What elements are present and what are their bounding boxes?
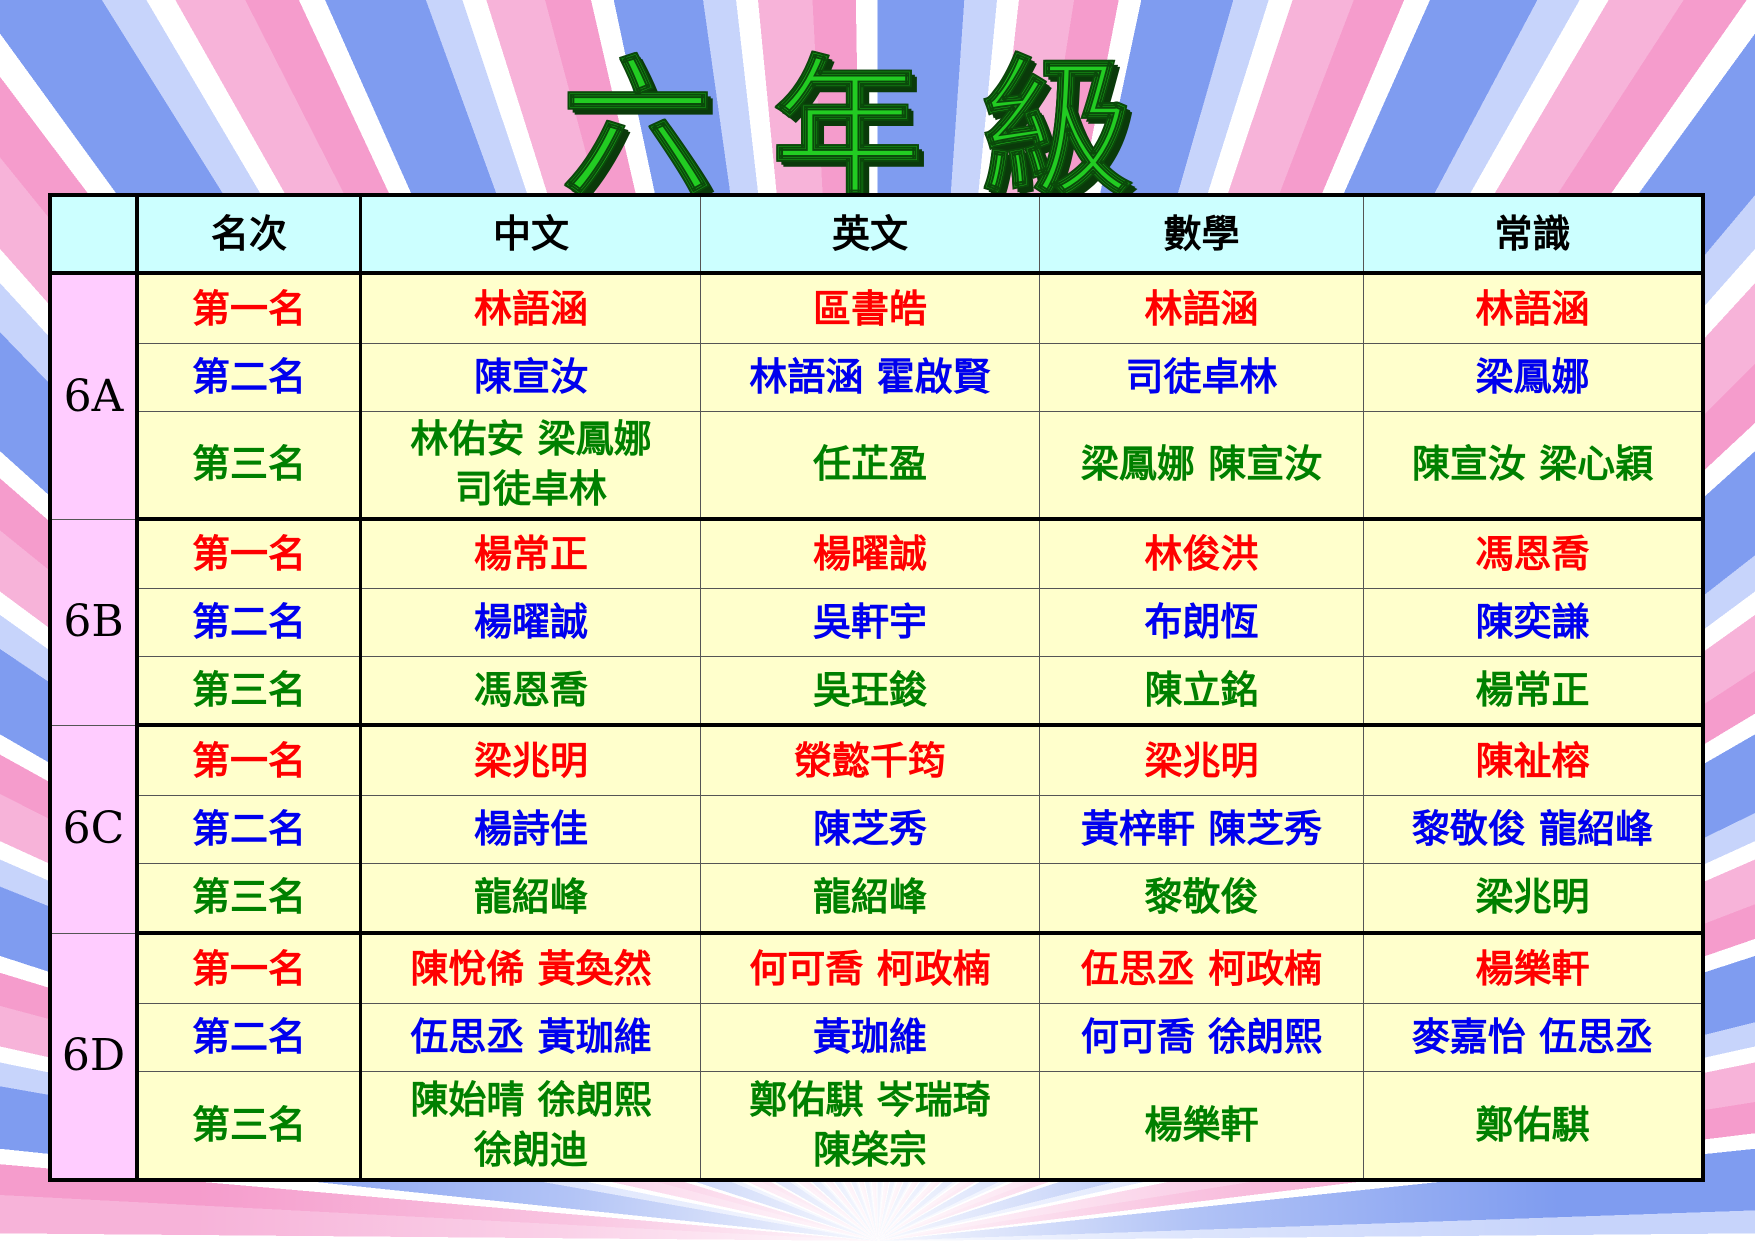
student-names-cell: 陳奕謙 [1363, 587, 1704, 657]
student-names-cell: 梁兆明 [1039, 724, 1364, 796]
header-rank: 名次 [136, 194, 362, 275]
table-row: 第二名 陳宣汝 林語涵 霍啟賢 司徒卓林 梁鳳娜 [50, 342, 1704, 412]
table-row: 6B 第一名 楊常正 楊曜誠 林俊洪 馮恩喬 [49, 518, 1704, 726]
table-row: 第三名 林佑安 梁鳳娜 司徒卓林 任芷盈 梁鳳娜 陳宣汝 陳宣汝 梁心穎 [50, 410, 1704, 521]
class-label: 6C [49, 724, 139, 934]
rank-label: 第三名 [136, 1070, 362, 1182]
rank-label: 第三名 [136, 655, 362, 727]
table-row: 第三名 馮恩喬 吳玨鋑 陳立銘 楊常正 [50, 655, 1704, 727]
student-names-cell: 馮恩喬 [1363, 518, 1704, 589]
student-names-cell: 楊詩佳 [360, 794, 701, 864]
student-names-cell: 鄭佑騏 岑瑞琦 陳棨宗 [700, 1070, 1040, 1182]
student-names-cell: 梁鳳娜 陳宣汝 [1039, 410, 1364, 521]
student-names-cell: 黎敬俊 龍紹峰 [1363, 794, 1704, 864]
student-names-cell: 楊樂軒 [1363, 932, 1704, 1004]
student-names-cell: 林語涵 [1363, 272, 1704, 344]
class-label: 6B [49, 518, 139, 726]
student-names-cell: 梁鳳娜 [1363, 342, 1704, 412]
student-names-cell: 黎敬俊 [1039, 862, 1364, 935]
class-label: 6D [49, 932, 139, 1181]
student-names-cell: 龍紹峰 [360, 862, 701, 935]
rank-label: 第一名 [136, 724, 362, 796]
table-row: 6A 第一名 林語涵 區書皓 林語涵 林語涵 [49, 272, 1704, 520]
student-names-cell: 吳軒宇 [700, 587, 1040, 657]
rank-label: 第二名 [136, 1002, 362, 1072]
student-names-cell: 陳宣汝 [360, 342, 701, 412]
student-names-cell: 司徒卓林 [1039, 342, 1364, 412]
student-names-cell: 龍紹峰 [700, 862, 1040, 935]
student-names-cell: 鄭佑騏 [1363, 1070, 1704, 1182]
rank-label: 第三名 [136, 862, 362, 935]
student-names-cell: 陳悅俙 黃奐然 [360, 932, 701, 1004]
student-names-cell: 伍思丞 柯政楠 [1039, 932, 1364, 1004]
rank-label: 第二名 [136, 587, 362, 657]
table-row: 第二名 楊詩佳 陳芝秀 黃梓軒 陳芝秀 黎敬俊 龍紹峰 [50, 794, 1704, 864]
class-label: 6A [49, 272, 139, 520]
student-names-cell: 林語涵 霍啟賢 [700, 342, 1040, 412]
table-row: 第三名 陳始晴 徐朗熙 徐朗迪 鄭佑騏 岑瑞琦 陳棨宗 楊樂軒 鄭佑騏 [50, 1070, 1704, 1182]
header-chinese: 中文 [360, 194, 701, 275]
rank-label: 第一名 [136, 932, 362, 1004]
student-names-cell: 吳玨鋑 [700, 655, 1040, 727]
header-math: 數學 [1039, 194, 1364, 275]
header-class [49, 194, 139, 275]
table-row: 6D 第一名 陳悅俙 黃奐然 何可喬 柯政楠 伍思丞 柯政楠 楊樂軒 [49, 932, 1704, 1181]
student-names-cell: 黃珈維 [700, 1002, 1040, 1072]
student-names-cell: 伍思丞 黃珈維 [360, 1002, 701, 1072]
student-names-cell: 滎懿千筠 [700, 724, 1040, 796]
student-names-cell: 區書皓 [700, 272, 1040, 344]
student-names-cell: 何可喬 徐朗熙 [1039, 1002, 1364, 1072]
table-row: 6C 第一名 梁兆明 滎懿千筠 梁兆明 陳祉榕 [49, 724, 1704, 934]
page-title: 六年級 [561, 42, 1193, 218]
student-names-cell: 馮恩喬 [360, 655, 701, 727]
rank-label: 第二名 [136, 794, 362, 864]
student-names-cell: 林俊洪 [1039, 518, 1364, 589]
header-row: 名次 中文 英文 數學 常識 [49, 194, 1704, 275]
student-names-cell: 麥嘉怡 伍思丞 [1363, 1002, 1704, 1072]
ranking-body: 6A 第一名 林語涵 區書皓 林語涵 林語涵 第二名 陳宣汝 林語涵 霍啟賢 司徒卓林 梁鳳娜 第三名… [49, 272, 1704, 1182]
student-names-cell: 布朗恆 [1039, 587, 1364, 657]
student-names-cell: 陳芝秀 [700, 794, 1040, 864]
rank-label: 第一名 [136, 272, 362, 344]
header-general-studies: 常識 [1363, 194, 1704, 275]
student-names-cell: 楊樂軒 [1039, 1070, 1364, 1182]
student-names-cell: 林語涵 [1039, 272, 1364, 344]
student-names-cell: 陳立銘 [1039, 655, 1364, 727]
student-names-cell: 楊曜誠 [360, 587, 701, 657]
student-names-cell: 楊常正 [360, 518, 701, 589]
ranking-table: 名次 中文 英文 數學 常識 6A 第一名 林語涵 區書皓 林語涵 林語涵 第二名 陳宣汝 林語… [48, 193, 1705, 1182]
table-row: 第二名 楊曜誠 吳軒宇 布朗恆 陳奕謙 [50, 587, 1704, 657]
student-names-cell: 林語涵 [360, 272, 701, 344]
header-english: 英文 [700, 194, 1040, 275]
table-row: 第二名 伍思丞 黃珈維 黃珈維 何可喬 徐朗熙 麥嘉怡 伍思丞 [50, 1002, 1704, 1072]
student-names-cell: 楊曜誠 [700, 518, 1040, 589]
student-names-cell: 陳始晴 徐朗熙 徐朗迪 [360, 1070, 701, 1182]
rank-label: 第二名 [136, 342, 362, 412]
student-names-cell: 黃梓軒 陳芝秀 [1039, 794, 1364, 864]
student-names-cell: 陳宣汝 梁心穎 [1363, 410, 1704, 521]
student-names-cell: 陳祉榕 [1363, 724, 1704, 796]
student-names-cell: 何可喬 柯政楠 [700, 932, 1040, 1004]
student-names-cell: 任芷盈 [700, 410, 1040, 521]
student-names-cell: 楊常正 [1363, 655, 1704, 727]
rank-label: 第一名 [136, 518, 362, 589]
rank-label: 第三名 [136, 410, 362, 521]
student-names-cell: 梁兆明 [360, 724, 701, 796]
student-names-cell: 梁兆明 [1363, 862, 1704, 935]
table-row: 第三名 龍紹峰 龍紹峰 黎敬俊 梁兆明 [50, 862, 1704, 935]
student-names-cell: 林佑安 梁鳳娜 司徒卓林 [360, 410, 701, 521]
